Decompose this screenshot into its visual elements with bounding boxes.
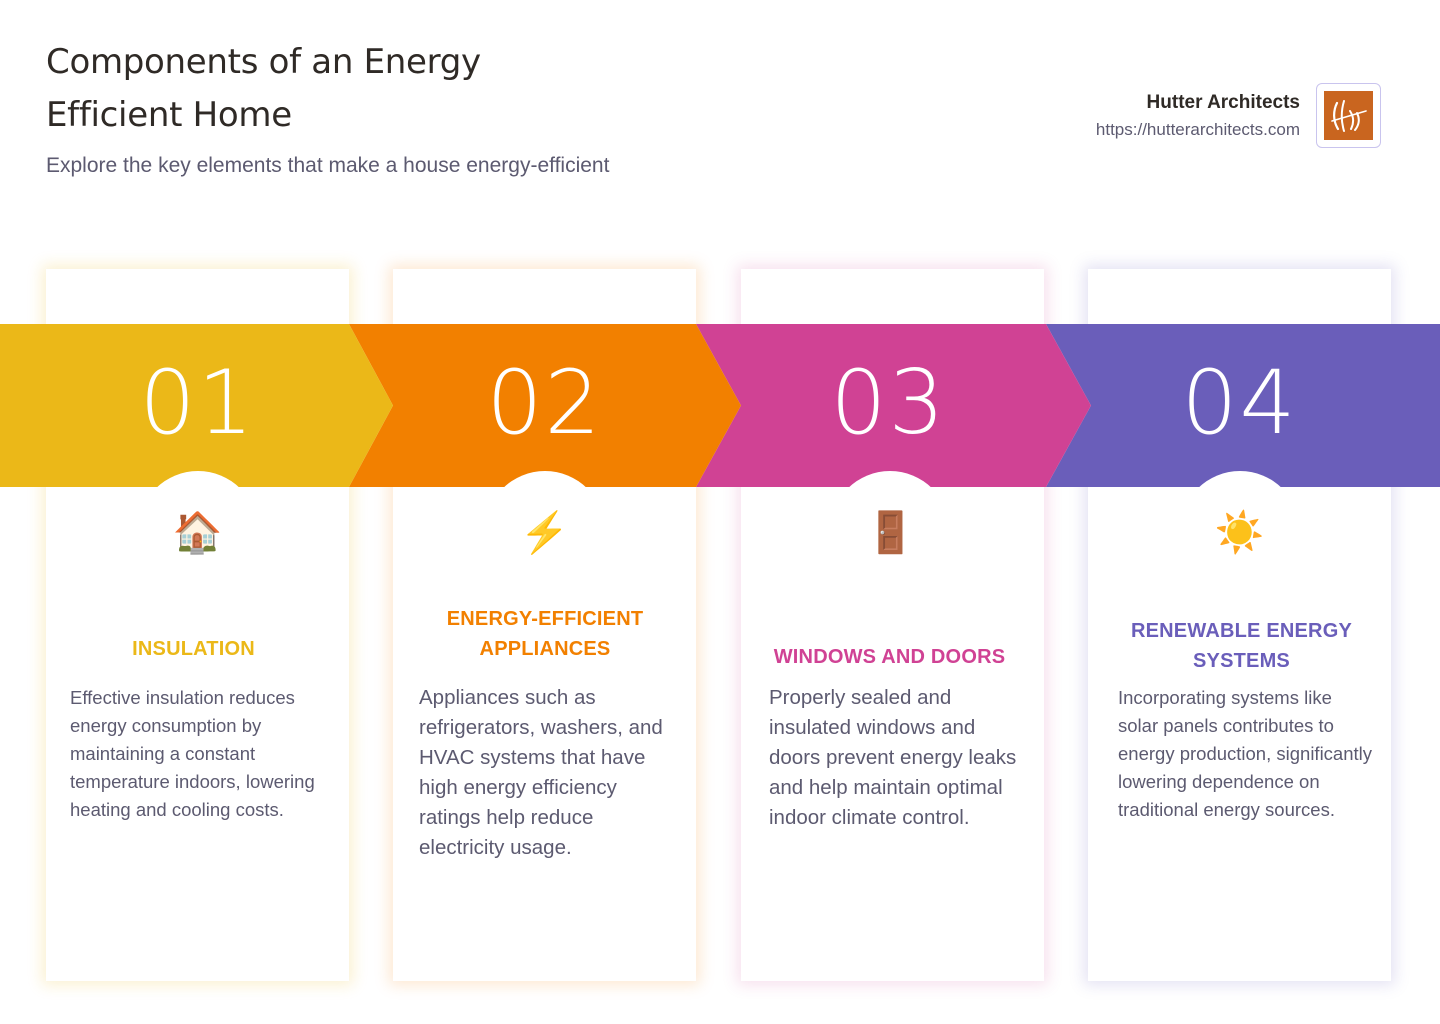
step-description-1: Effective insulation reduces energy cons… — [70, 687, 315, 820]
page-title: Components of an Energy Efficient Home — [46, 42, 481, 135]
door-icon: 🚪 — [865, 511, 916, 555]
brand-url-link[interactable]: https://hutterarchitects.com — [1095, 120, 1300, 139]
page-subtitle: Explore the key elements that make a hou… — [46, 154, 610, 177]
step-arrow-4 — [1046, 324, 1440, 487]
house-icon: 🏠 — [172, 511, 223, 555]
step-heading-2: ENERGY-EFFICIENT APPLIANCES — [446, 608, 644, 660]
brand-name: Hutter Architects — [1146, 92, 1300, 113]
step-heading-3: WINDOWS AND DOORS — [773, 646, 1006, 668]
brand-block: Hutter Architects https://hutterarchitec… — [1096, 90, 1300, 143]
lightning-icon: ⚡ — [519, 511, 570, 555]
step-number-3: 03 — [830, 351, 947, 454]
step-arrow-band — [0, 324, 1440, 487]
icon-badge-3 — [830, 471, 950, 591]
step-arrow-3 — [696, 324, 1091, 487]
step-number-1: 01 — [139, 351, 256, 454]
hutter-architects-logo-icon — [1324, 91, 1373, 140]
brand-logo — [1316, 83, 1381, 148]
step-heading-4: RENEWABLE ENERGY SYSTEMS — [1130, 620, 1352, 672]
step-description-4: Incorporating systems like solar panels … — [1118, 687, 1373, 820]
step-description-2: Appliances such as refrigerators, washer… — [419, 686, 663, 859]
icon-badge-1 — [138, 471, 258, 591]
step-heading-1: INSULATION — [132, 638, 255, 660]
step-number-4: 04 — [1181, 351, 1298, 454]
step-arrow-2 — [349, 324, 741, 487]
sun-icon: ☀️ — [1214, 511, 1265, 555]
step-number-2: 02 — [486, 351, 603, 454]
step-description-3: Properly sealed and insulated windows an… — [769, 686, 1017, 829]
icon-badge-4 — [1180, 471, 1300, 591]
icon-badge-2 — [485, 471, 605, 591]
step-arrow-1 — [0, 324, 393, 487]
